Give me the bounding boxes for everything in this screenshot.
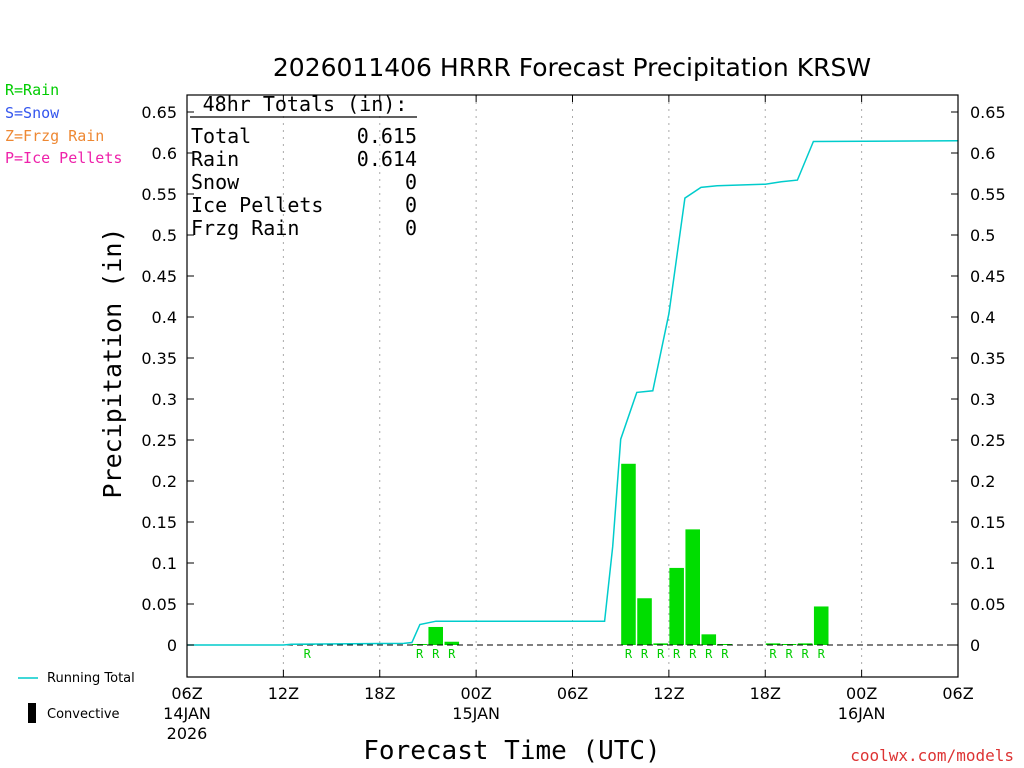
precip-bar — [685, 529, 700, 645]
running-total-line — [187, 139, 959, 646]
precip-bar — [797, 643, 813, 645]
y-tick-label-right: 0.15 — [970, 513, 1006, 532]
precip-type-label: R — [448, 647, 456, 661]
totals-value-total: 0.615 — [357, 124, 417, 148]
legend-running-total-label: Running Total — [47, 671, 135, 686]
y-tick-label-left: 0.5 — [152, 226, 177, 245]
y-tick-label-left: 0.3 — [152, 390, 177, 409]
y-tick-label-left: 0.15 — [141, 513, 177, 532]
x-tick-label: 00Z — [460, 684, 491, 703]
precip-type-label: R — [689, 647, 697, 661]
y-tick-label-left: 0.65 — [141, 103, 177, 122]
totals-label-total: Total — [191, 124, 251, 148]
totals-value-rain: 0.614 — [357, 147, 417, 171]
totals-label-ice-pellets: Ice Pellets — [191, 193, 323, 217]
precip-type-label: R — [625, 647, 633, 661]
precip-type-label: R — [802, 647, 810, 661]
y-tick-label-left: 0.55 — [141, 185, 177, 204]
x-tick-label: 06Z — [942, 684, 973, 703]
precip-bar — [813, 606, 829, 645]
precip-type-label: R — [304, 647, 312, 661]
precip-type-label: R — [705, 647, 713, 661]
precip-type-label: R — [673, 647, 681, 661]
x-tick-label: 18Z — [750, 684, 781, 703]
totals-label-freezing-rain: Frzg Rain — [191, 216, 299, 240]
x-tick-label: 06Z — [171, 684, 202, 703]
legend-ice-pellets: P=Ice Pellets — [5, 149, 122, 167]
totals-label-rain: Rain — [191, 147, 239, 171]
y-tick-label-right: 0.55 — [970, 185, 1006, 204]
credit-text: coolwx.com/models — [850, 746, 1014, 765]
precip-bar — [621, 463, 636, 645]
y-tick-label-right: 0.4 — [970, 308, 995, 327]
totals-value-ice-pellets: 0 — [405, 193, 417, 217]
precip-bar — [653, 643, 668, 645]
y-tick-label-right: 0.65 — [970, 103, 1006, 122]
x-date-label: 14JAN — [163, 704, 211, 723]
y-tick-label-right: 0.25 — [970, 431, 1006, 450]
precip-type-label: R — [416, 647, 424, 661]
x-tick-label: 12Z — [268, 684, 299, 703]
y-tick-label-left: 0.05 — [141, 595, 177, 614]
precip-bar — [428, 626, 443, 645]
legend-snow: S=Snow — [5, 104, 60, 122]
x-axis-label: Forecast Time (UTC) — [363, 736, 660, 766]
precip-type-label: R — [769, 647, 777, 661]
y-tick-label-left: 0.2 — [152, 472, 177, 491]
x-tick-label: 00Z — [846, 684, 877, 703]
y-tick-label-left: 0.45 — [141, 267, 177, 286]
totals-label-snow: Snow — [191, 170, 240, 194]
legend-convective-label: Convective — [47, 707, 120, 722]
precip-bar — [765, 643, 781, 645]
y-tick-label-right: 0.6 — [970, 144, 995, 163]
precip-type-label: R — [785, 647, 793, 661]
precip-bar — [701, 634, 717, 645]
y-tick-label-left: 0.6 — [152, 144, 177, 163]
precip-bar — [637, 598, 652, 645]
precip-type-label: R — [432, 647, 440, 661]
legend-freezing-rain: Z=Frzg Rain — [5, 127, 104, 145]
totals-value-snow: 0 — [405, 170, 417, 194]
precip-type-label: R — [641, 647, 649, 661]
precip-type-label: R — [657, 647, 665, 661]
x-year-label: 2026 — [167, 724, 208, 743]
y-tick-label-right: 0.2 — [970, 472, 995, 491]
y-axis-label: Precipitation (in) — [98, 228, 127, 499]
precip-type-label: R — [818, 647, 826, 661]
totals-box: 48hr Totals (in): Total 0.615 Rain 0.614… — [190, 92, 417, 240]
precip-type-label: R — [721, 647, 729, 661]
y-tick-label-right: 0.05 — [970, 595, 1006, 614]
y-tick-label-right: 0.3 — [970, 390, 995, 409]
y-tick-label-left: 0.35 — [141, 349, 177, 368]
y-tick-label-right: 0 — [970, 636, 980, 655]
x-tick-label: 06Z — [557, 684, 588, 703]
legend-rain: R=Rain — [5, 81, 59, 99]
y-tick-label-left: 0 — [167, 636, 177, 655]
x-date-label: 15JAN — [452, 704, 500, 723]
y-tick-label-right: 0.1 — [970, 554, 995, 573]
precip-bar — [669, 567, 684, 645]
y-tick-label-right: 0.35 — [970, 349, 1006, 368]
y-tick-label-left: 0.25 — [141, 431, 177, 450]
legend-convective-swatch — [28, 703, 36, 723]
x-tick-label: 12Z — [653, 684, 684, 703]
totals-header: 48hr Totals (in): — [203, 92, 408, 116]
y-tick-label-left: 0.1 — [152, 554, 177, 573]
x-date-label: 16JAN — [838, 704, 886, 723]
y-tick-label-left: 0.4 — [152, 308, 177, 327]
plot-frame — [186, 94, 959, 678]
totals-value-freezing-rain: 0 — [405, 216, 417, 240]
y-tick-label-right: 0.45 — [970, 267, 1006, 286]
chart-title: 2026011406 HRRR Forecast Precipitation K… — [273, 53, 871, 82]
precip-bar — [444, 641, 460, 645]
precip-bar — [717, 644, 733, 645]
x-tick-label: 18Z — [364, 684, 395, 703]
y-tick-label-right: 0.5 — [970, 226, 995, 245]
